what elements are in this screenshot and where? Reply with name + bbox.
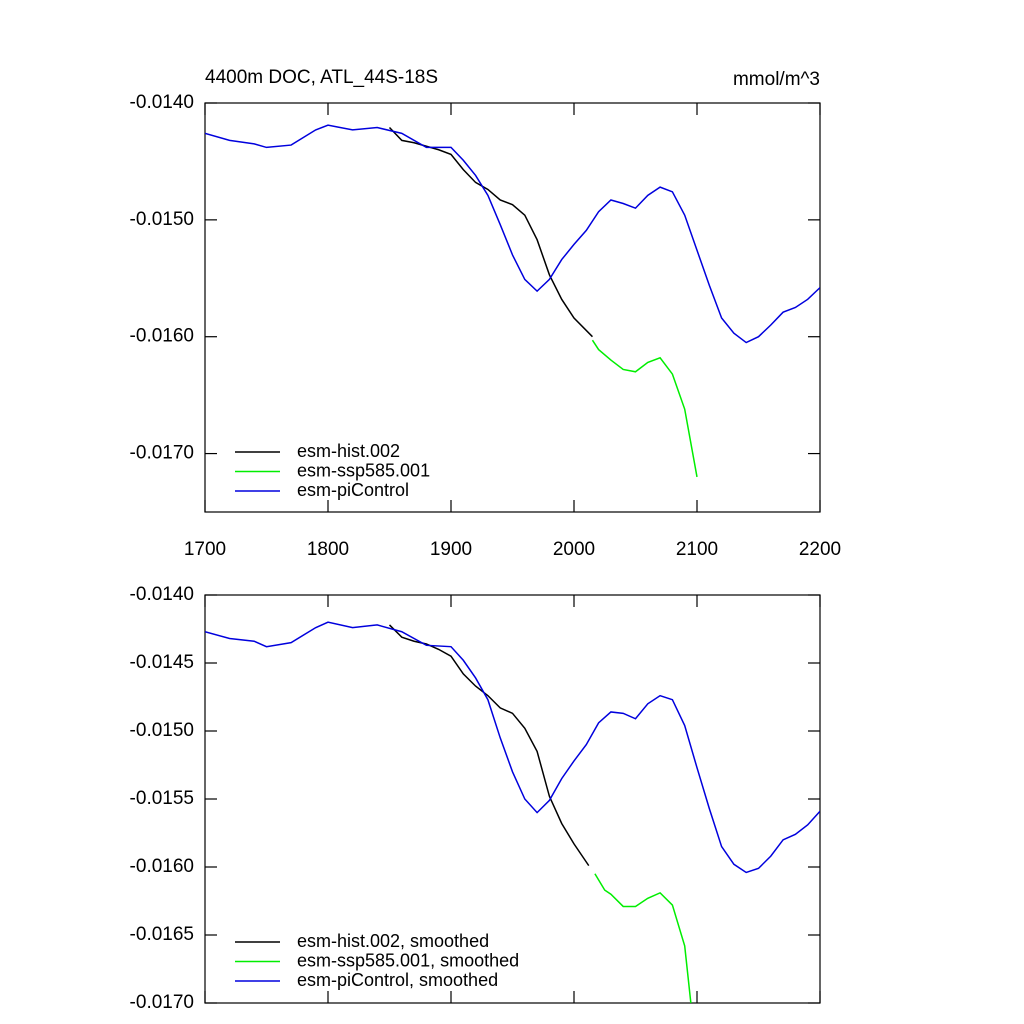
y-tick-label: -0.0170 <box>130 992 194 1013</box>
legend-label: esm-ssp585.001, smoothed <box>297 950 519 970</box>
legend-label: esm-piControl <box>297 480 409 500</box>
x-tick-label: 2100 <box>676 539 718 560</box>
y-tick-label: -0.0140 <box>130 584 194 605</box>
series-line <box>594 873 692 1003</box>
series-line <box>591 339 698 478</box>
plot-frame <box>204 102 821 513</box>
legend-label: esm-piControl, smoothed <box>297 970 498 990</box>
y-tick-label: -0.0165 <box>130 924 194 945</box>
legend-label: esm-ssp585.001 <box>297 460 430 480</box>
y-tick-label: -0.0150 <box>130 720 194 741</box>
series-line <box>205 621 820 874</box>
y-tick-label: -0.0140 <box>130 92 194 113</box>
y-tick-label: -0.0155 <box>130 788 194 809</box>
x-tick-label: 2000 <box>553 539 595 560</box>
y-tick-label: -0.0170 <box>130 443 194 464</box>
y-tick-label: -0.0160 <box>130 856 194 877</box>
series-line <box>388 127 593 338</box>
x-tick-label: 1800 <box>307 539 349 560</box>
series-group <box>205 621 820 1003</box>
legend-label: esm-hist.002 <box>297 441 400 461</box>
x-tick-label: 1900 <box>430 539 472 560</box>
y-tick-label: -0.0150 <box>130 209 194 230</box>
series-line <box>388 624 590 867</box>
series-group <box>205 124 820 478</box>
legend-label: esm-hist.002, smoothed <box>297 931 489 951</box>
y-tick-label: -0.0145 <box>130 652 194 673</box>
chart-title: 4400m DOC, ATL_44S-18S <box>205 67 438 88</box>
x-tick-label: 1700 <box>184 539 226 560</box>
x-tick-label: 2200 <box>799 539 841 560</box>
y-tick-label: -0.0160 <box>130 326 194 347</box>
units-label: mmol/m^3 <box>733 69 820 90</box>
series-line <box>205 124 820 344</box>
